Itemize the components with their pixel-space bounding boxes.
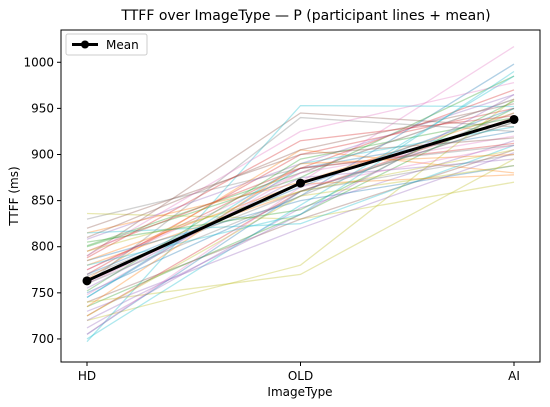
x-axis: HD OLD AI xyxy=(78,362,520,383)
participant-line xyxy=(86,98,515,247)
mean-point xyxy=(509,114,519,124)
y-tick-label: 1000 xyxy=(23,55,54,69)
participant-line xyxy=(86,144,515,234)
participant-line xyxy=(86,164,515,262)
participant-line xyxy=(86,121,515,335)
x-axis-title: ImageType xyxy=(267,385,332,399)
y-tick-label: 900 xyxy=(31,148,54,162)
participant-line xyxy=(86,75,515,340)
participant-line xyxy=(86,153,515,308)
participant-line xyxy=(86,152,515,312)
y-tick-label: 950 xyxy=(31,101,54,115)
participant-line xyxy=(86,144,515,220)
chart-title: TTFF over ImageType — P (participant lin… xyxy=(120,8,490,24)
mean-point xyxy=(296,178,305,188)
participant-line xyxy=(86,142,515,252)
y-tick-label: 750 xyxy=(31,286,54,300)
participant-line xyxy=(86,149,515,252)
mean-point xyxy=(82,276,92,286)
participant-line xyxy=(86,75,515,248)
x-tick-label: HD xyxy=(78,369,96,383)
legend-box xyxy=(65,33,148,56)
participant-line xyxy=(86,149,515,303)
participant-line xyxy=(86,115,515,259)
participant-line xyxy=(86,126,515,298)
participant-line xyxy=(86,107,515,275)
y-axis-title: TTFF (ms) xyxy=(7,166,21,226)
participant-line xyxy=(86,149,515,280)
participant-line xyxy=(86,181,515,220)
participant-line xyxy=(86,94,515,322)
participant-line xyxy=(86,158,515,289)
participant-line xyxy=(86,98,515,296)
participant-line xyxy=(86,89,515,271)
participant-line xyxy=(86,81,515,257)
participant-line xyxy=(86,63,515,294)
mean-series xyxy=(82,114,519,286)
y-tick-label: 850 xyxy=(31,194,54,208)
participant-line xyxy=(86,140,515,329)
y-axis: 700 750 800 850 900 950 1000 xyxy=(23,55,61,346)
participant-line xyxy=(86,103,515,239)
participant-line xyxy=(86,98,515,322)
legend-mean-marker xyxy=(81,40,89,49)
participant-line xyxy=(86,164,515,317)
participant-line xyxy=(86,100,515,243)
participant-line xyxy=(86,130,515,298)
legend-mean-label: Mean xyxy=(106,38,139,52)
legend: Mean xyxy=(65,33,148,56)
y-tick-label: 800 xyxy=(31,240,54,254)
participant-line xyxy=(86,121,515,266)
participant-line xyxy=(86,104,515,343)
participant-line xyxy=(86,116,515,285)
x-tick-label: AI xyxy=(508,369,520,383)
participant-line xyxy=(86,135,515,271)
participant-line xyxy=(86,112,515,257)
participant-line xyxy=(86,137,515,229)
participant-line xyxy=(86,158,515,303)
participant-line xyxy=(86,93,515,240)
participant-line xyxy=(86,107,515,308)
y-tick-label: 700 xyxy=(31,332,54,346)
x-tick-label: OLD xyxy=(288,369,313,383)
